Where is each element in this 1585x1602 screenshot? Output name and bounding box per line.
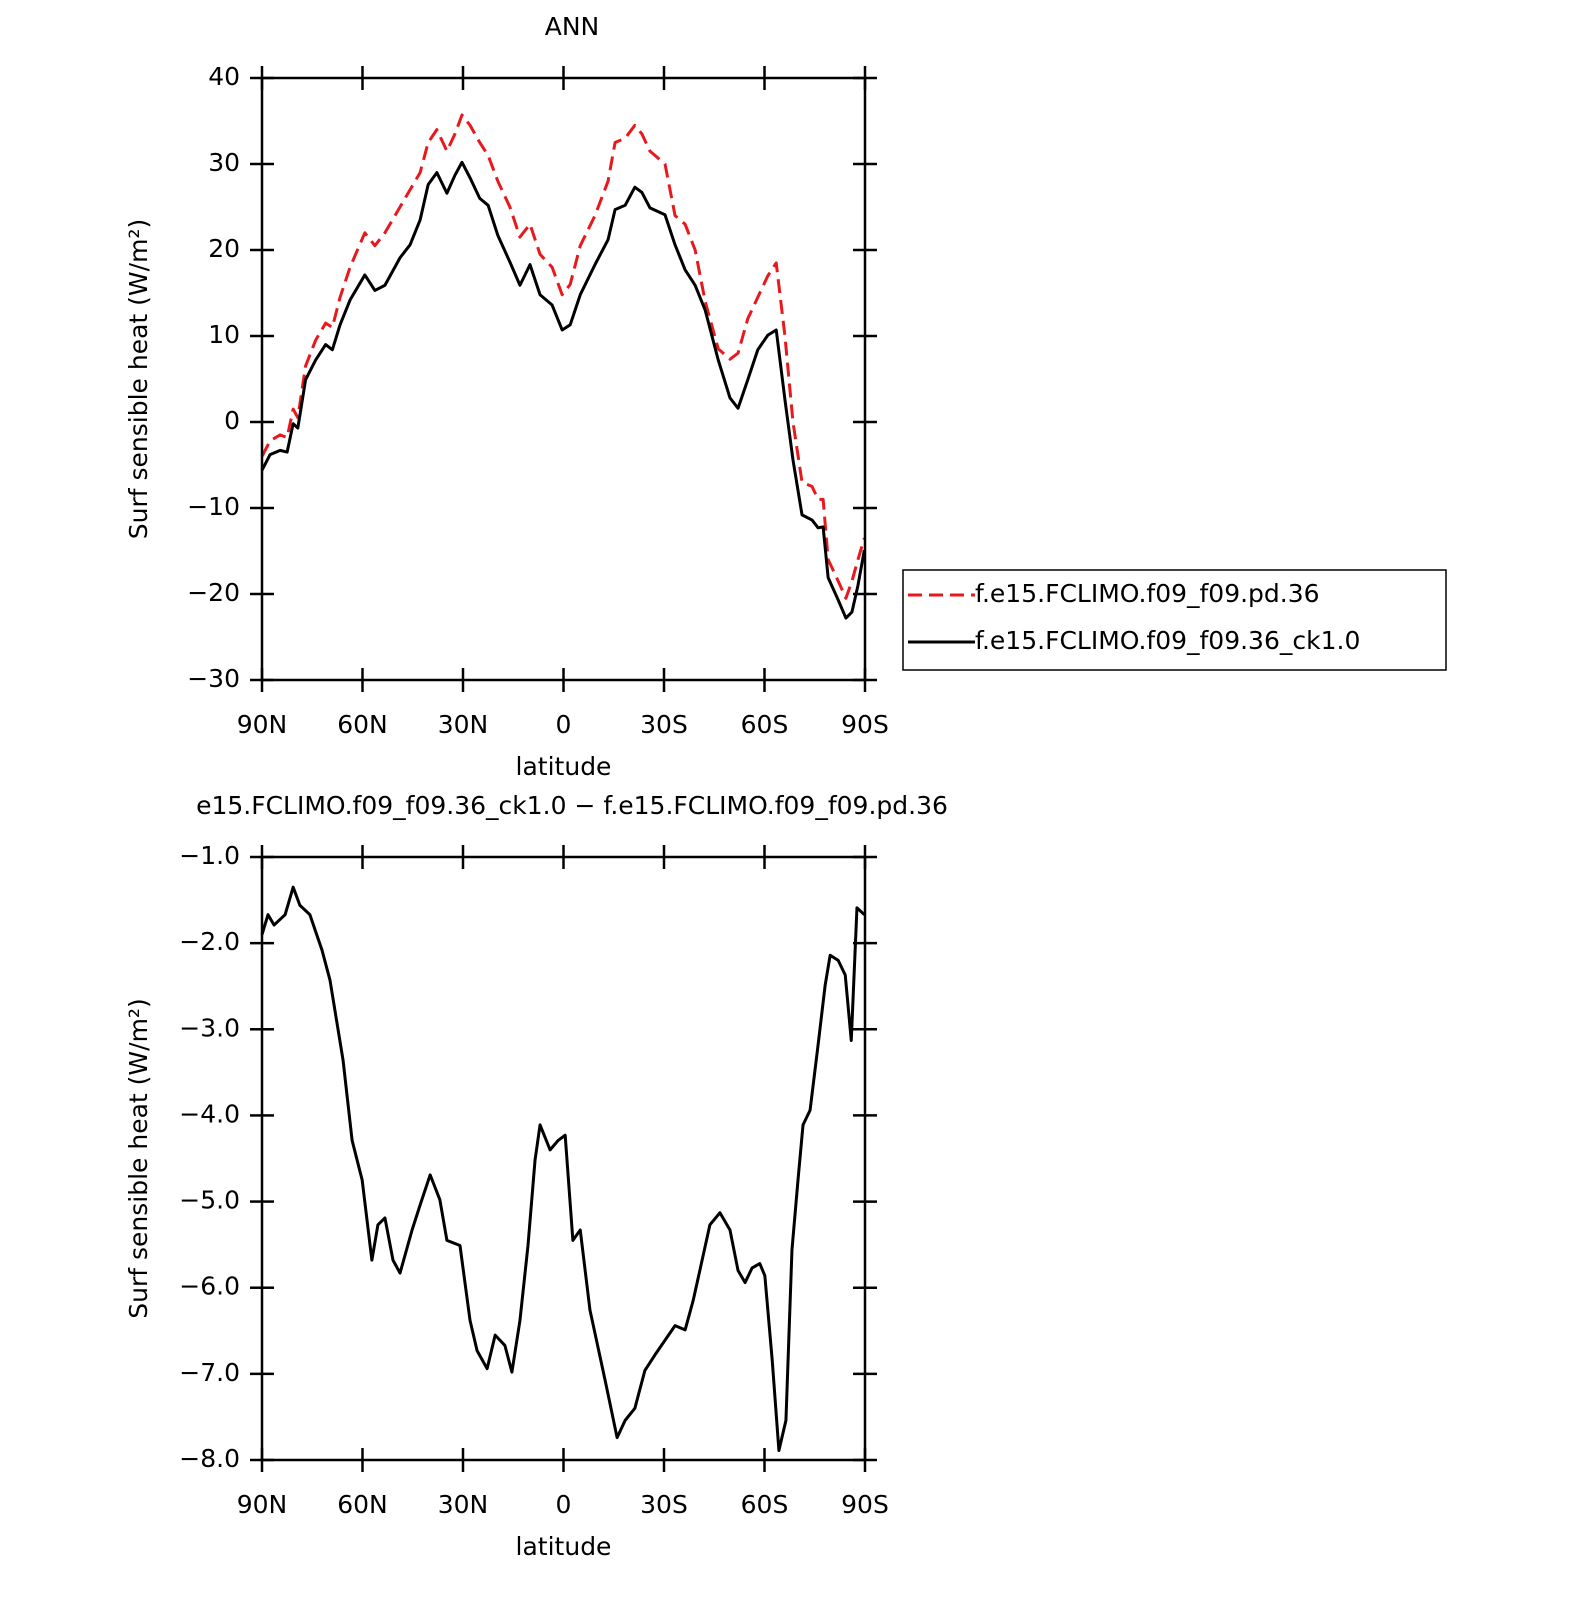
- y-tick-label: 40: [208, 62, 240, 91]
- x-tick-label: 0: [556, 710, 572, 739]
- plot-frame: [260, 855, 867, 1462]
- x-tick-label: 90N: [237, 710, 288, 739]
- y-tick-label: 0: [224, 406, 240, 435]
- y-tick-label: −6.0: [179, 1272, 240, 1301]
- y-tick-label: −8.0: [179, 1444, 240, 1473]
- y-axis-label: Surf sensible heat (W/m²): [124, 219, 153, 539]
- data-line: [260, 160, 866, 620]
- legend: f.e15.FCLIMO.f09_f09.pd.36 f.e15.FCLIMO.f…: [902, 569, 1447, 671]
- legend-box: [902, 569, 1447, 671]
- legend-label: f.e15.FCLIMO.f09_f09.36_ck1.0: [975, 626, 1360, 655]
- x-axis-label: latitude: [516, 1532, 612, 1561]
- x-tick-label: 30N: [438, 1490, 489, 1519]
- y-tick-label: −1.0: [179, 841, 240, 870]
- y-tick-label: −30: [187, 664, 240, 693]
- chart-title: ANN: [545, 12, 600, 41]
- x-tick-label: 30S: [640, 1490, 688, 1519]
- x-tick-label: 60S: [741, 710, 789, 739]
- y-tick-label: −20: [187, 578, 240, 607]
- y-tick-label: −3.0: [179, 1013, 240, 1042]
- x-tick-label: 90S: [841, 710, 889, 739]
- y-tick-label: −4.0: [179, 1099, 240, 1128]
- x-tick-label: 60S: [741, 1490, 789, 1519]
- data-line: [260, 885, 866, 1453]
- y-tick-label: 30: [208, 148, 240, 177]
- x-tick-label: 0: [556, 1490, 572, 1519]
- data-line: [260, 113, 866, 600]
- y-tick-label: −7.0: [179, 1358, 240, 1387]
- x-tick-label: 30N: [438, 710, 489, 739]
- y-tick-label: 20: [208, 234, 240, 263]
- x-tick-label: 90S: [841, 1490, 889, 1519]
- plot-frame: [260, 76, 867, 682]
- x-tick-label: 60N: [337, 710, 388, 739]
- x-tick-label: 60N: [337, 1490, 388, 1519]
- y-tick-label: 10: [208, 320, 240, 349]
- y-tick-label: −2.0: [179, 927, 240, 956]
- x-tick-label: 90N: [237, 1490, 288, 1519]
- x-axis-label: latitude: [516, 752, 612, 781]
- y-axis-label: Surf sensible heat (W/m²): [124, 998, 153, 1318]
- legend-label: f.e15.FCLIMO.f09_f09.pd.36: [975, 579, 1320, 608]
- y-tick-label: −10: [187, 492, 240, 521]
- x-tick-label: 30S: [640, 710, 688, 739]
- chart-title: e15.FCLIMO.f09_f09.36_ck1.0 − f.e15.FCLI…: [196, 791, 948, 820]
- y-tick-label: −5.0: [179, 1186, 240, 1215]
